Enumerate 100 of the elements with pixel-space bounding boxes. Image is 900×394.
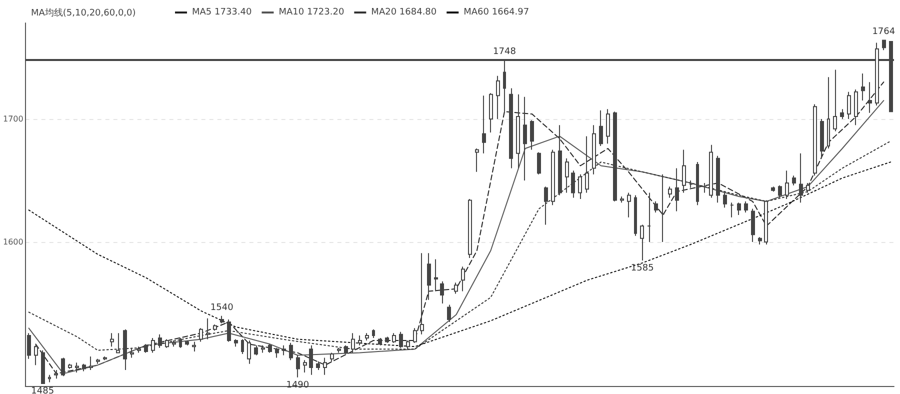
candlestick [544, 186, 548, 226]
candlestick [296, 354, 300, 378]
candlestick [613, 111, 617, 202]
candlestick [840, 108, 844, 120]
candlestick [468, 198, 472, 259]
candlestick [634, 194, 637, 236]
candlestick [227, 319, 231, 342]
candlestick [854, 88, 858, 126]
candlestick [185, 340, 189, 346]
candlestick [68, 363, 72, 370]
candlestick [96, 358, 100, 364]
candlestick [565, 158, 569, 194]
candlestick [241, 338, 244, 355]
candlestick [358, 335, 362, 346]
candlestick [723, 192, 727, 208]
annotation: 1485 [31, 386, 54, 394]
candlestick [661, 174, 665, 243]
candlestick [668, 186, 672, 198]
candlestick [365, 332, 369, 341]
candlestick [827, 76, 830, 150]
candlestick [675, 168, 679, 212]
candlestick [475, 148, 479, 172]
candlestick [847, 91, 851, 120]
candlestick [151, 338, 155, 354]
candlestick [820, 118, 824, 159]
candlestick [48, 374, 51, 383]
candlestick [461, 266, 465, 292]
candlestick [496, 75, 500, 120]
candlestick [27, 332, 31, 360]
candlestick [585, 136, 589, 194]
candlestick [82, 363, 86, 372]
candlestick [172, 340, 176, 348]
candlestick [530, 120, 534, 150]
legend-label: MA60 1664.97 [464, 8, 530, 18]
candlestick [420, 252, 424, 335]
candlestick [592, 124, 596, 175]
candlestick [75, 362, 79, 373]
candlestick [737, 202, 741, 216]
candlestick [144, 344, 148, 354]
candlestick [764, 200, 768, 245]
candlestick [427, 252, 431, 300]
candlestick [606, 108, 610, 144]
candlestick [137, 346, 141, 354]
candlestick [792, 175, 796, 186]
candlestick [516, 94, 520, 169]
candlestick [399, 331, 403, 348]
candlestick [337, 347, 341, 354]
candlestick [282, 344, 286, 356]
y-tick-label: 1700 [3, 114, 24, 124]
candlestick [179, 338, 182, 348]
candlestick [254, 344, 258, 356]
candlestick [806, 182, 810, 194]
candlestick [275, 347, 279, 358]
candlestick [509, 88, 513, 169]
candlestick [696, 162, 699, 206]
candlestick [716, 155, 720, 204]
candlestick [199, 328, 203, 342]
candlestick [689, 180, 693, 188]
candlestick [323, 357, 327, 376]
candlestick [61, 357, 65, 377]
candlestick [41, 350, 45, 384]
candlestick [833, 69, 837, 132]
candlestick [130, 347, 134, 358]
candlestick [344, 344, 348, 355]
candlestick [440, 280, 444, 304]
candlestick [730, 202, 734, 218]
candlestick [758, 236, 762, 245]
candlestick [316, 360, 320, 371]
candlestick [813, 104, 817, 176]
candlestick [551, 149, 555, 206]
candlestick [861, 72, 865, 102]
candlestick [599, 110, 603, 147]
candlestick [110, 332, 114, 348]
annotation: 1748 [493, 46, 516, 57]
candlestick [744, 200, 748, 213]
candlestick [289, 342, 293, 361]
candlestick [385, 336, 389, 344]
candlestick [303, 360, 307, 373]
candlestick [537, 152, 541, 175]
annotation: 1764 [872, 27, 896, 38]
annotation: 1585 [630, 263, 654, 274]
candlestick [220, 315, 224, 324]
y-tick-label: 1600 [3, 238, 24, 247]
candlestick [558, 124, 562, 196]
candlestick [413, 328, 417, 344]
candlestick [261, 344, 265, 354]
candlestick [123, 328, 127, 371]
candlestick [192, 341, 196, 352]
candlestick [702, 182, 706, 194]
candlestick [454, 282, 458, 294]
candlestick [489, 92, 493, 134]
candlestick [309, 344, 313, 376]
candlestick [882, 40, 886, 51]
candlestick [89, 356, 93, 371]
candlestick [751, 208, 755, 243]
candlestick [447, 304, 451, 323]
candlestick [578, 174, 582, 200]
candlestick [392, 332, 396, 344]
candlestick [799, 152, 803, 204]
candlestick [523, 96, 527, 182]
